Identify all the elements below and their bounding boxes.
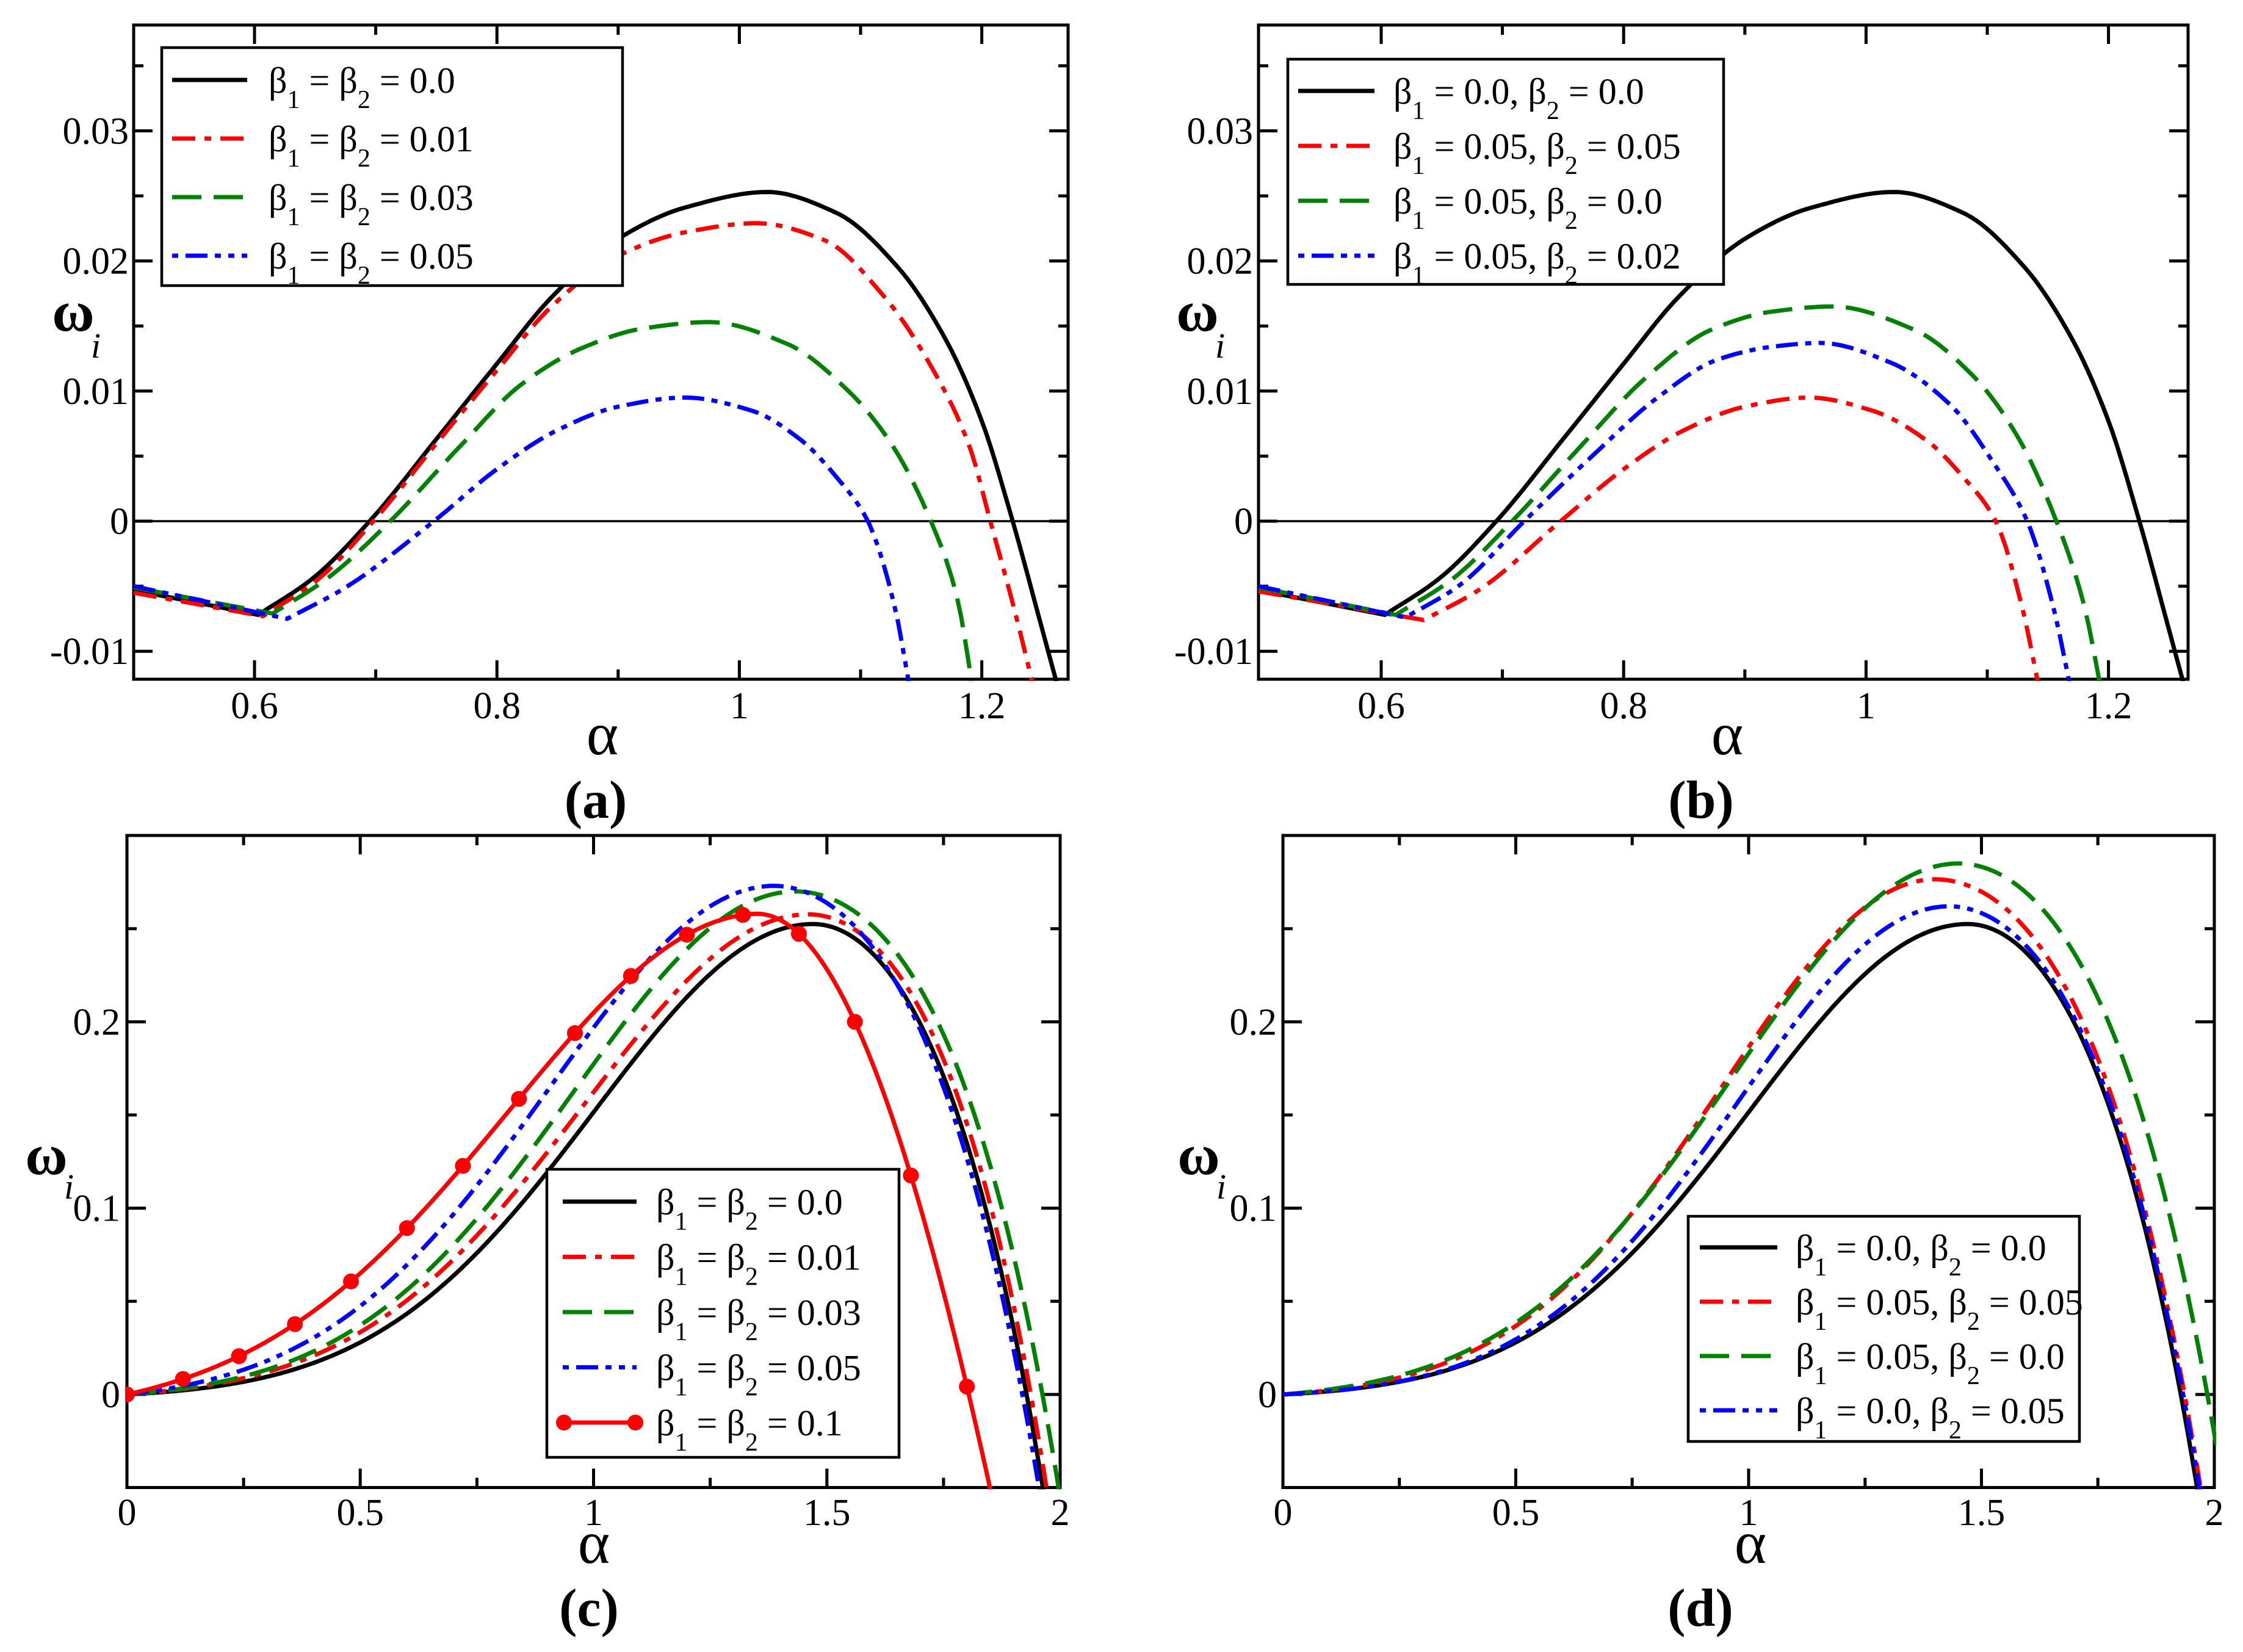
- svg-text:1.2: 1.2: [2085, 685, 2133, 727]
- svg-text:0: 0: [118, 1492, 137, 1534]
- svg-text:0.1: 0.1: [73, 1188, 121, 1230]
- svg-text:0.6: 0.6: [1357, 685, 1405, 727]
- svg-text:0: 0: [1258, 1374, 1277, 1416]
- svg-text:(b): (b): [1668, 771, 1734, 830]
- svg-text:α: α: [1735, 1509, 1766, 1576]
- svg-text:0.1: 0.1: [1230, 1188, 1277, 1230]
- svg-text:β1 = β2 = 0.03: β1 = β2 = 0.03: [656, 1293, 861, 1346]
- svg-text:0.02: 0.02: [1187, 241, 1254, 283]
- svg-text:1.5: 1.5: [1958, 1492, 2006, 1534]
- svg-text:ω: ω: [52, 279, 94, 344]
- svg-text:(d): (d): [1667, 1579, 1733, 1638]
- svg-text:1: 1: [1739, 1492, 1758, 1534]
- svg-text:β1 = 0.05, β2 = 0.05: β1 = 0.05, β2 = 0.05: [1393, 126, 1681, 180]
- svg-text:β1 = 0.05, β2 = 0.05: β1 = 0.05, β2 = 0.05: [1796, 1282, 2083, 1336]
- svg-text:0.2: 0.2: [1230, 1001, 1277, 1043]
- svg-text:i: i: [91, 326, 101, 366]
- svg-text:β1 = β2 = 0.0: β1 = β2 = 0.0: [269, 60, 455, 114]
- svg-text:0.2: 0.2: [73, 1001, 121, 1043]
- svg-text:β1 = β2 = 0.03: β1 = β2 = 0.03: [269, 178, 474, 231]
- svg-text:0.8: 0.8: [473, 685, 521, 727]
- svg-text:1.2: 1.2: [958, 685, 1006, 727]
- svg-text:β1 = 0.0, β2 = 0.0: β1 = 0.0, β2 = 0.0: [1796, 1228, 2046, 1282]
- svg-text:i: i: [64, 1167, 74, 1207]
- svg-text:i: i: [1216, 1167, 1226, 1207]
- svg-text:0: 0: [101, 1374, 120, 1416]
- svg-text:ω: ω: [25, 1122, 67, 1187]
- svg-text:0.6: 0.6: [231, 685, 278, 727]
- svg-text:(a): (a): [565, 771, 627, 830]
- svg-text:0: 0: [1234, 501, 1253, 543]
- svg-text:0.01: 0.01: [63, 371, 129, 413]
- svg-text:β1 = 0.05, β2 = 0.02: β1 = 0.05, β2 = 0.02: [1393, 236, 1681, 290]
- svg-text:-0.01: -0.01: [1174, 631, 1253, 673]
- svg-text:β1 = β2 = 0.01: β1 = β2 = 0.01: [656, 1238, 861, 1291]
- svg-text:0.01: 0.01: [1187, 371, 1254, 413]
- svg-text:0.5: 0.5: [1492, 1492, 1540, 1534]
- svg-text:β1 = β2 = 0.05: β1 = β2 = 0.05: [656, 1348, 861, 1402]
- svg-text:2: 2: [1051, 1492, 1070, 1534]
- svg-text:-0.01: -0.01: [50, 631, 129, 673]
- svg-text:β1 = 0.05, β2 = 0.0: β1 = 0.05, β2 = 0.0: [1393, 181, 1663, 235]
- svg-text:1: 1: [730, 685, 749, 727]
- svg-text:α: α: [578, 1509, 610, 1576]
- svg-text:1.5: 1.5: [803, 1492, 851, 1534]
- svg-text:α: α: [1711, 700, 1743, 768]
- svg-text:i: i: [1215, 326, 1225, 366]
- svg-text:β1 = β2 = 0.1: β1 = β2 = 0.1: [656, 1403, 843, 1457]
- svg-text:ω: ω: [1176, 279, 1218, 344]
- svg-text:0.03: 0.03: [1187, 110, 1254, 152]
- svg-text:β1 = β2 = 0.01: β1 = β2 = 0.01: [269, 119, 474, 173]
- svg-text:β1 = 0.0, β2 = 0.05: β1 = 0.0, β2 = 0.05: [1796, 1391, 2065, 1445]
- svg-text:0.5: 0.5: [336, 1492, 384, 1534]
- svg-text:1: 1: [584, 1492, 603, 1534]
- svg-text:0: 0: [110, 501, 129, 543]
- svg-text:0.03: 0.03: [63, 110, 129, 152]
- svg-text:β1 = β2 = 0.05: β1 = β2 = 0.05: [269, 236, 474, 290]
- svg-text:α: α: [587, 700, 618, 768]
- svg-text:0: 0: [1274, 1492, 1293, 1534]
- svg-text:β1 = 0.0, β2 = 0.0: β1 = 0.0, β2 = 0.0: [1393, 71, 1644, 125]
- svg-text:(c): (c): [559, 1579, 619, 1638]
- svg-text:β1 = β2 = 0.0: β1 = β2 = 0.0: [656, 1182, 843, 1236]
- svg-text:β1 = 0.05, β2 = 0.0: β1 = 0.05, β2 = 0.0: [1796, 1336, 2065, 1390]
- svg-text:2: 2: [2205, 1492, 2224, 1534]
- svg-text:0.02: 0.02: [63, 241, 129, 283]
- svg-text:1: 1: [1857, 685, 1876, 727]
- svg-text:0.8: 0.8: [1600, 685, 1647, 727]
- svg-text:ω: ω: [1177, 1122, 1219, 1187]
